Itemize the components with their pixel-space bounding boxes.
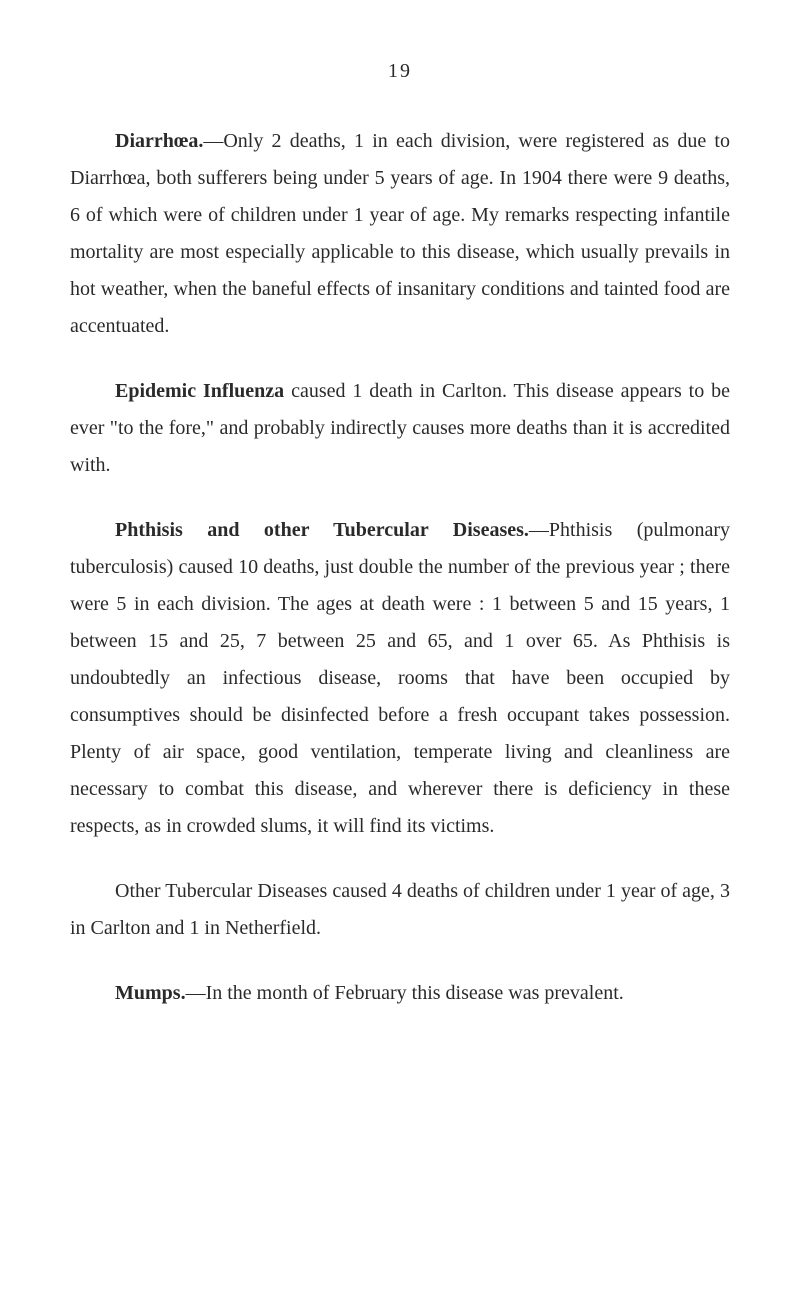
section-title-mumps: Mumps.: [115, 982, 186, 1004]
paragraph-phthisis-1: Phthisis and other Tubercular Diseases.—…: [70, 512, 730, 845]
section-body-phthisis-2: Other Tubercular Diseases caused 4 death…: [70, 880, 730, 939]
page-number: 19: [70, 60, 730, 83]
paragraph-influenza: Epidemic Influenza caused 1 death in Car…: [70, 373, 730, 484]
section-body-phthisis-1: —Phthisis (pulmonary tuberculosis) cause…: [70, 519, 730, 837]
section-body-mumps: —In the month of February this disease w…: [186, 982, 624, 1004]
paragraph-phthisis-2: Other Tubercular Diseases caused 4 death…: [70, 873, 730, 947]
section-title-phthisis: Phthisis and other Tubercular Diseases.: [115, 519, 529, 541]
paragraph-mumps: Mumps.—In the month of February this dis…: [70, 975, 730, 1012]
section-title-diarrhoea: Diarrhœa.: [115, 130, 203, 152]
section-body-diarrhoea: —Only 2 deaths, 1 in each division, were…: [70, 130, 730, 337]
section-title-influenza: Epidemic Influenza: [115, 380, 284, 402]
paragraph-diarrhoea: Diarrhœa.—Only 2 deaths, 1 in each divis…: [70, 123, 730, 345]
